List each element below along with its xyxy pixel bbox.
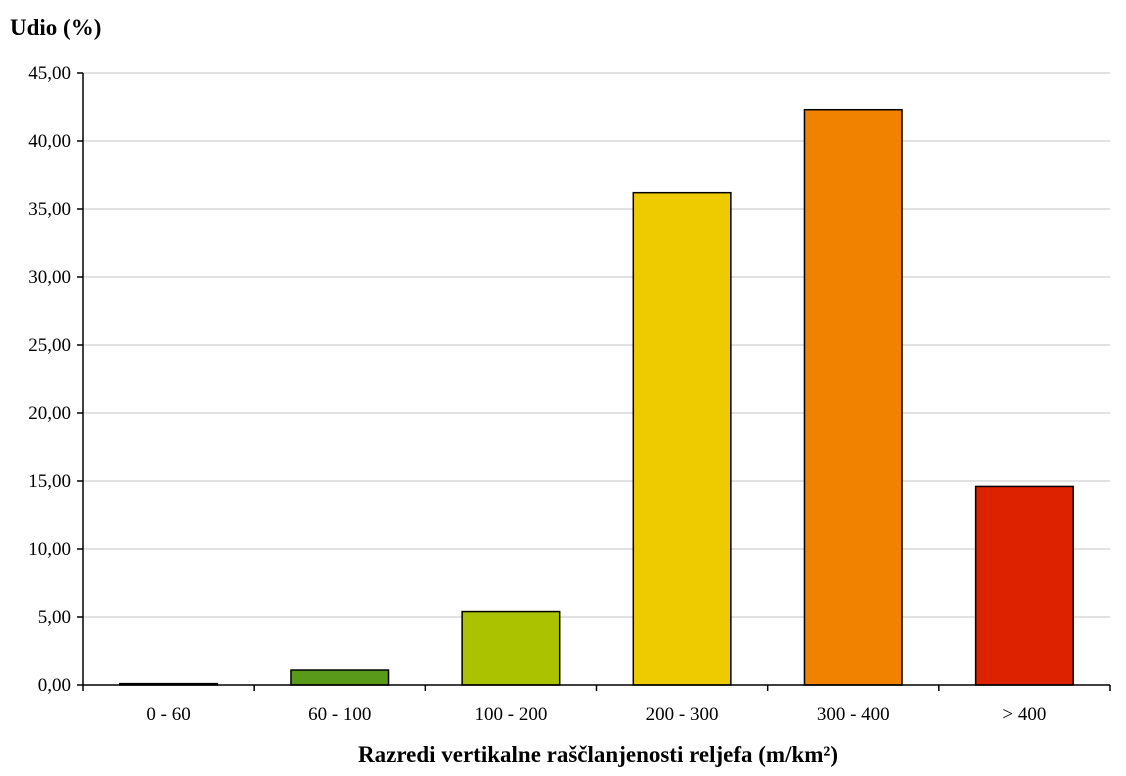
bar-3 — [461, 610, 561, 686]
y-tick-label: 30,00 — [28, 267, 71, 288]
x-tick-label: 0 - 60 — [146, 704, 190, 725]
bars — [119, 108, 1074, 686]
y-tick-label: 10,00 — [28, 539, 71, 560]
y-tick-labels: 0,00 5,00 10,00 15,00 20,00 25,00 30,00 35,00 40… — [28, 63, 83, 696]
bar-6 — [974, 485, 1074, 686]
y-tick-label: 25,00 — [28, 335, 71, 356]
x-tick-labels: 0 - 60 60 - 100 100 - 200 200 - 300 300 - 40… — [82, 685, 1111, 725]
y-tick-label: 45,00 — [28, 63, 71, 84]
y-tick-label: 0,00 — [38, 675, 71, 696]
y-tick-label: 40,00 — [28, 131, 71, 152]
bar-4 — [632, 191, 732, 686]
y-tick-label: 20,00 — [28, 403, 71, 424]
axes — [82, 73, 1110, 686]
y-tick-label: 5,00 — [38, 607, 71, 628]
y-tick-label: 15,00 — [28, 471, 71, 492]
y-axis-title: Udio (%) — [10, 15, 101, 40]
bar-2 — [290, 669, 390, 686]
x-tick-label: 200 - 300 — [646, 704, 719, 725]
x-tick-label: > 400 — [1002, 704, 1046, 725]
y-tick-label: 35,00 — [28, 199, 71, 220]
gridlines — [83, 72, 1110, 618]
x-axis-title: Razredi vertikalne raščlanjenosti reljef… — [358, 742, 838, 767]
bar-5 — [803, 108, 903, 686]
x-tick-label: 60 - 100 — [308, 704, 371, 725]
x-tick-label: 100 - 200 — [475, 704, 548, 725]
x-tick-label: 300 - 400 — [817, 704, 890, 725]
